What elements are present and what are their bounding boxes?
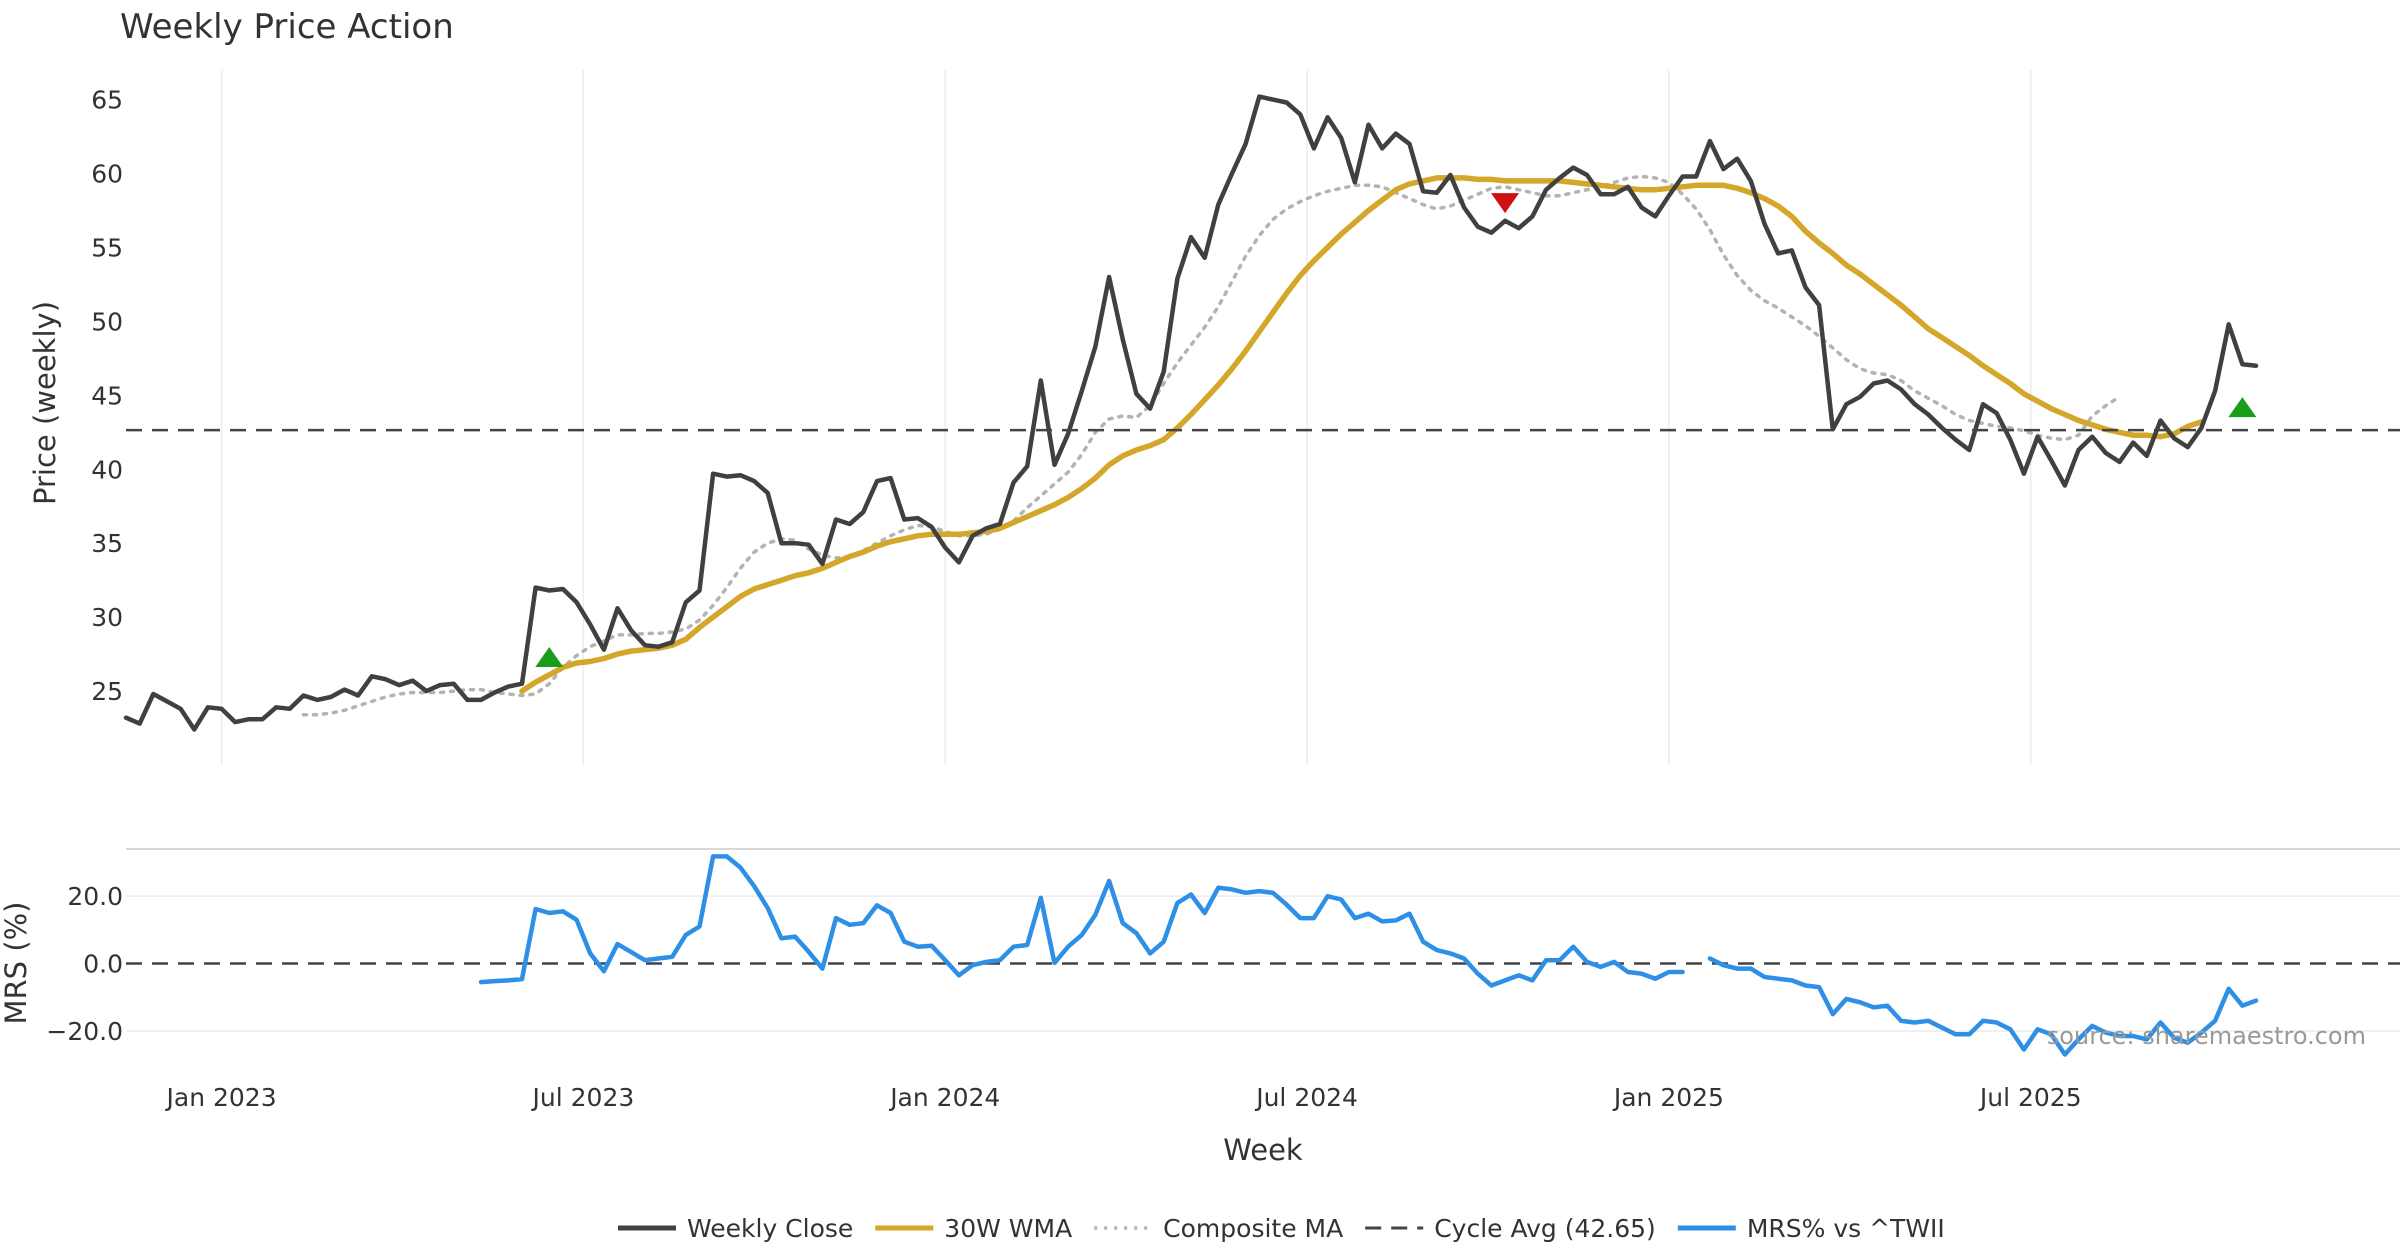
chart-title: Weekly Price Action	[120, 7, 454, 47]
mrs-y-ticks: 20.0 0.0 −20.0	[46, 882, 123, 1046]
legend-label: Composite MA	[1163, 1214, 1343, 1243]
legend-label: MRS% vs ^TWII	[1747, 1214, 1945, 1243]
price-gridlines	[220, 70, 2032, 765]
legend-item: Cycle Avg (42.65)	[1365, 1214, 1656, 1243]
legend-item: Composite MA	[1094, 1214, 1343, 1243]
buy-signal-marker	[535, 647, 564, 668]
mrs-y-tick-label: 20.0	[67, 882, 123, 911]
x-axis-label: Week	[1223, 1133, 1303, 1167]
mrs-y-axis-label: MRS (%)	[0, 902, 33, 1025]
sell-signal-marker	[1491, 193, 1520, 214]
price-y-ticks: 25 30 35 40 45 50 55 60 65	[91, 86, 123, 706]
buy-signal-marker	[2228, 397, 2257, 418]
x-tick-label: Jul 2025	[1978, 1083, 2082, 1112]
price-y-axis-label: Price (weekly)	[28, 301, 62, 505]
x-tick-label: Jan 2024	[888, 1083, 1000, 1112]
price-y-tick-label: 45	[91, 381, 123, 410]
price-y-tick-label: 65	[91, 86, 123, 115]
legend-item: 30W WMA	[875, 1214, 1072, 1243]
price-y-tick-label: 60	[91, 160, 123, 189]
legend-item: Weekly Close	[618, 1214, 853, 1243]
price-y-tick-label: 25	[91, 677, 123, 706]
series-line-30w-wma	[519, 175, 2205, 694]
x-tick-label: Jul 2023	[531, 1083, 635, 1112]
legend-label: 30W WMA	[944, 1214, 1072, 1243]
x-tick-label: Jul 2024	[1254, 1083, 1358, 1112]
legend-label: Cycle Avg (42.65)	[1434, 1214, 1656, 1243]
signal-markers	[535, 193, 2257, 668]
x-ticks: Jan 2023 Jul 2023 Jan 2024 Jul 2024 Jan 2025…	[165, 1083, 2082, 1112]
mrs-series-group	[478, 854, 2259, 1057]
mrs-y-tick-label: 0.0	[83, 950, 123, 979]
legend-label: Weekly Close	[687, 1214, 853, 1243]
mrs-gridlines	[126, 895, 2400, 1032]
series-line-composite-ma	[301, 174, 2122, 717]
x-tick-label: Jan 2025	[1612, 1083, 1724, 1112]
price-y-tick-label: 40	[91, 455, 123, 484]
legend-item: MRS% vs ^TWII	[1677, 1214, 1945, 1243]
price-y-tick-label: 55	[91, 233, 123, 262]
price-y-tick-label: 35	[91, 529, 123, 558]
source-credit: source: sharemaestro.com	[2047, 1022, 2366, 1050]
price-series-group	[123, 94, 2400, 732]
price-y-tick-label: 50	[91, 307, 123, 336]
legend: Weekly Close 30W WMA Composite MA Cycle Avg…	[618, 1214, 1945, 1243]
series-line-mrs	[478, 854, 2259, 1057]
mrs-y-tick-label: −20.0	[46, 1017, 123, 1046]
price-y-tick-label: 30	[91, 603, 123, 632]
x-tick-label: Jan 2023	[165, 1083, 277, 1112]
series-line-weekly-close	[123, 94, 2259, 732]
